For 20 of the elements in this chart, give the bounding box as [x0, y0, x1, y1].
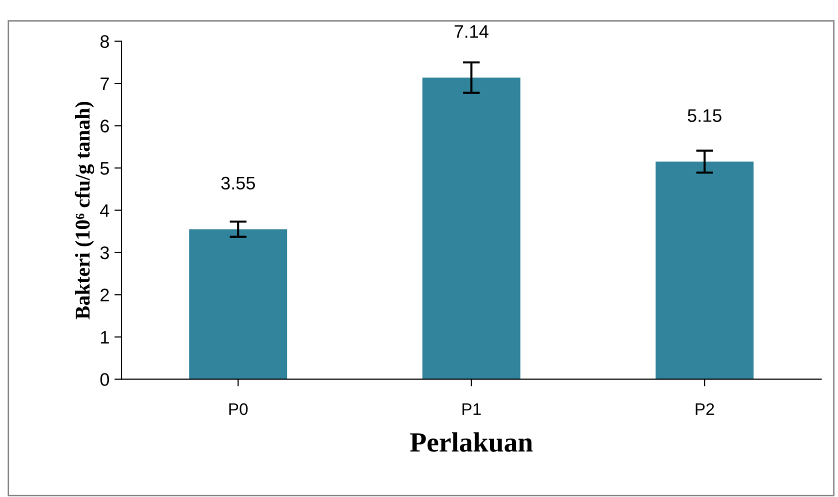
y-tick-label: 7 [100, 78, 109, 90]
y-tick-label: 1 [101, 331, 109, 344]
x-tick-label: P0 [229, 403, 248, 416]
y-tick-label: 6 [100, 120, 109, 132]
bar [656, 162, 754, 380]
y-tick-label: 3 [100, 246, 109, 260]
x-tick-label: P2 [696, 403, 714, 415]
y-axis-title: Bakteri (10⁶ cfu/g tanah) [74, 102, 94, 320]
y-tick-label: 2 [100, 288, 109, 302]
y-tick-label: 0 [100, 373, 109, 386]
y-tick-label: 4 [100, 204, 110, 217]
bar [189, 229, 288, 380]
data-label: 7.14 [454, 25, 488, 38]
y-tick-label: 8 [100, 35, 109, 48]
x-axis-title: Perlakuan [410, 432, 533, 452]
x-tick-label: P1 [462, 403, 481, 415]
y-tick-label: 5 [100, 162, 109, 175]
data-label: 3.55 [221, 176, 255, 190]
data-label: 5.15 [688, 109, 722, 122]
bar [422, 78, 520, 380]
